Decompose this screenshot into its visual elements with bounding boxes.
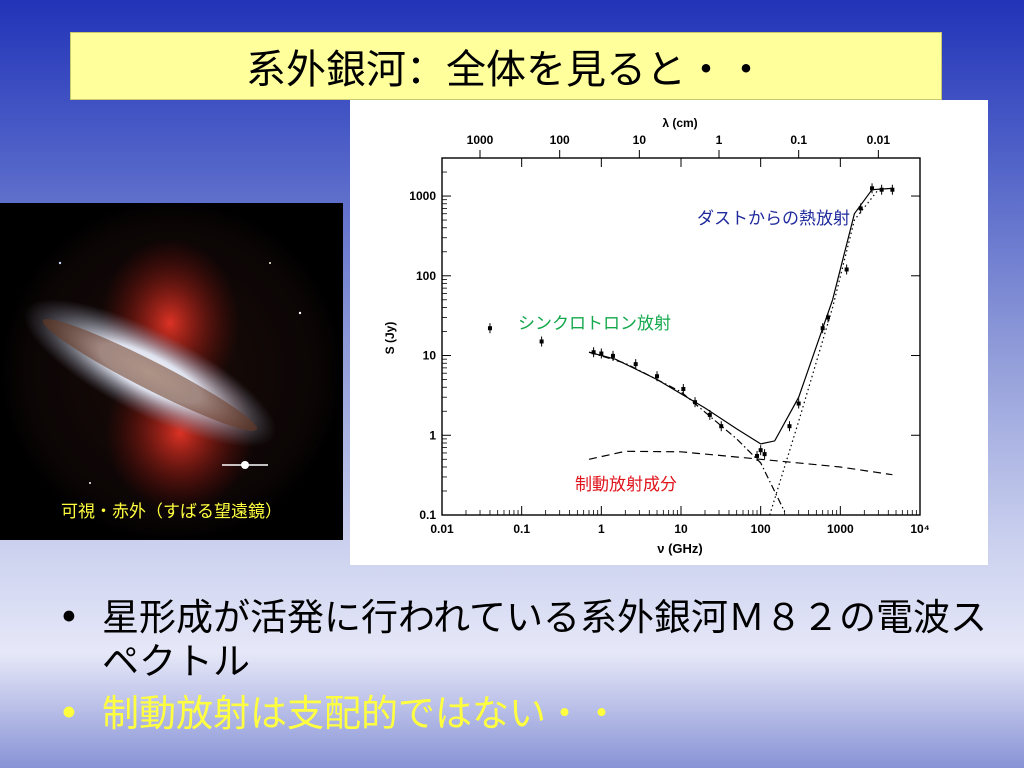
galaxy-caption: 可視・赤外（すばる望遠鏡） xyxy=(61,502,282,522)
y-tick-label: 10 xyxy=(423,349,437,363)
y-tick-label: 0.1 xyxy=(419,508,436,522)
lambda-tick-label: 1000 xyxy=(467,133,494,147)
bullet-list: • 星形成が活発に行われている系外銀河Ｍ８２の電波スペクトル • 制動放射は支配… xyxy=(58,596,1008,736)
slide-title: 系外銀河：全体を見ると・・ xyxy=(70,32,942,100)
galaxy-photo xyxy=(0,203,343,540)
x-tick-label: 10⁴ xyxy=(910,522,929,536)
galaxy-image: 可視・赤外（すばる望遠鏡） xyxy=(0,203,343,540)
slide-title-text: 系外銀河：全体を見ると・・ xyxy=(246,47,766,93)
x-tick-label: 0.01 xyxy=(430,522,454,536)
lambda-tick-label: 0.01 xyxy=(867,133,891,147)
top-axis-label: λ (cm) xyxy=(662,116,697,130)
bullet-dot: • xyxy=(58,596,80,639)
lambda-tick-label: 1 xyxy=(716,133,723,147)
synchrotron-annotation: シンクロトロン放射 xyxy=(518,314,671,334)
y-tick-label: 100 xyxy=(416,269,436,283)
lambda-tick-label: 100 xyxy=(550,133,570,147)
x-tick-label: 10 xyxy=(674,522,688,536)
y-tick-label: 1000 xyxy=(409,189,436,203)
model-curve-dashed xyxy=(588,450,893,476)
x-tick-label: 100 xyxy=(751,522,771,536)
x-tick-label: 1000 xyxy=(827,522,854,536)
y-tick-label: 1 xyxy=(429,428,436,442)
x-tick-label: 0.1 xyxy=(513,522,530,536)
model-curve-dotted xyxy=(769,189,879,516)
lambda-tick-label: 0.1 xyxy=(790,133,807,147)
spectrum-chart: 0.01 0.1 1 10 100 1000 10⁴ 1000 100 10 1 0.1 0.01 0.1… xyxy=(350,100,988,565)
free-free-annotation: 制動放射成分 xyxy=(575,475,677,495)
lambda-tick-label: 10 xyxy=(633,133,647,147)
bullet-item: • 星形成が活発に行われている系外銀河Ｍ８２の電波スペクトル xyxy=(58,596,1008,684)
bullet-dot: • xyxy=(58,692,80,735)
dust-annotation: ダストからの熱放射 xyxy=(697,209,850,229)
bullet-text: 星形成が活発に行われている系外銀河Ｍ８２の電波スペクトル xyxy=(102,596,988,683)
bullet-text: 制動放射は支配的ではない・・ xyxy=(102,692,620,735)
bottom-axis-label: ν (GHz) xyxy=(657,541,703,556)
x-tick-label: 1 xyxy=(598,522,605,536)
model-curve-solid xyxy=(588,187,893,445)
y-axis-label: S (Jy) xyxy=(383,322,397,355)
bullet-item: • 制動放射は支配的ではない・・ xyxy=(58,692,1008,736)
